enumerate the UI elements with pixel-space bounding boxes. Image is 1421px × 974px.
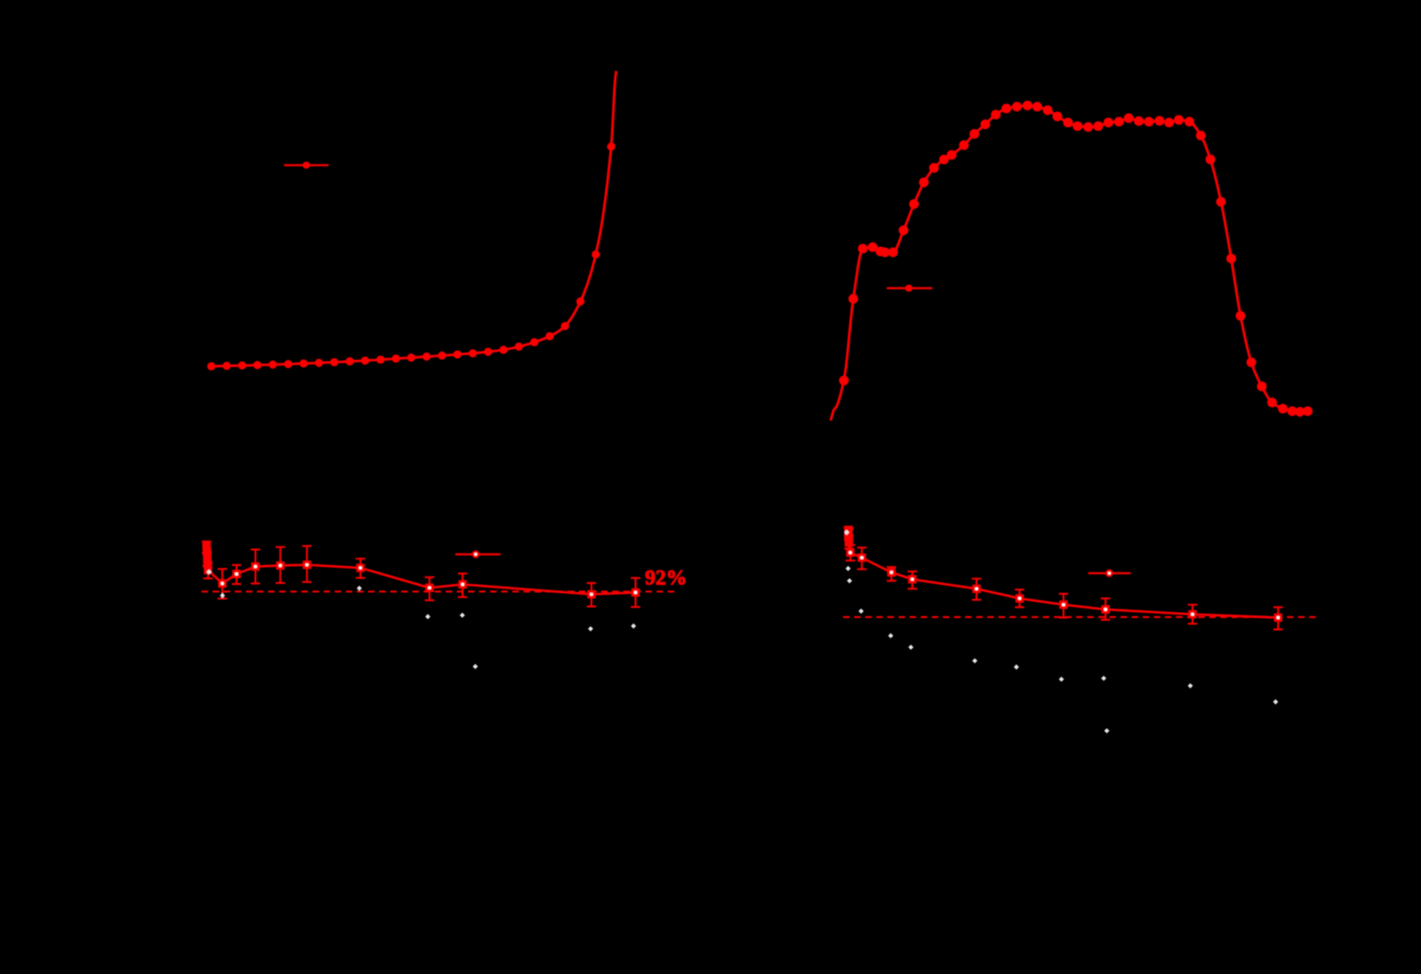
svg-text:92%: 92%: [645, 566, 687, 590]
